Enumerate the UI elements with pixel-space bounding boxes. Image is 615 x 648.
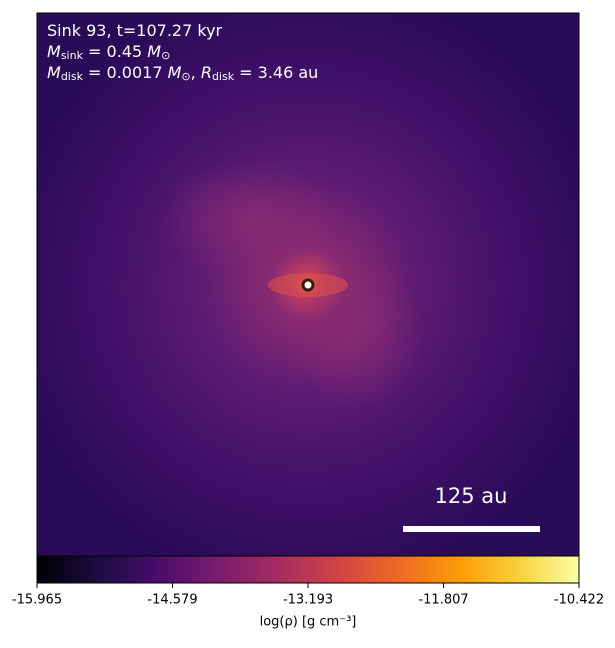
annotation-part: M (47, 42, 61, 61)
density-map (37, 13, 579, 556)
annotation-part: ⊙ (181, 70, 190, 83)
annotation-part: , (191, 63, 201, 82)
colorbar-label: log(ρ) [g cm⁻³] (260, 615, 357, 630)
colorbar-tick-label: -15.965 (12, 593, 62, 608)
annotation-part: = 0.0017 (83, 63, 168, 82)
annotation: Sink 93, t=107.27 kyr (47, 21, 223, 40)
annotation-part: M (147, 42, 161, 61)
annotation-part: Sink 93, t=107.27 kyr (47, 21, 223, 40)
scale-bar-label: 125 au (435, 484, 508, 508)
annotation-part: R (201, 63, 212, 82)
colorbar-tick-label: -10.422 (554, 593, 604, 608)
annotation-part: disk (212, 70, 235, 83)
annotation-part: = 0.45 (83, 42, 147, 61)
annotation-part: disk (61, 70, 84, 83)
annotation-part: M (47, 63, 61, 82)
colorbar (36, 555, 580, 584)
annotation-part: sink (61, 49, 84, 62)
annotation-part: M (168, 63, 182, 82)
annotation-part: = 3.46 au (234, 63, 318, 82)
annotation: Msink = 0.45 M⊙ (47, 42, 170, 63)
sink-marker (301, 278, 315, 292)
annotation-part: ⊙ (161, 49, 170, 62)
colorbar-tick-label: -14.579 (147, 593, 197, 608)
annotation: Mdisk = 0.0017 M⊙, Rdisk = 3.46 au (47, 63, 318, 84)
colorbar-tick-label: -13.193 (283, 593, 333, 608)
colorbar-tick-label: -11.807 (418, 593, 468, 608)
